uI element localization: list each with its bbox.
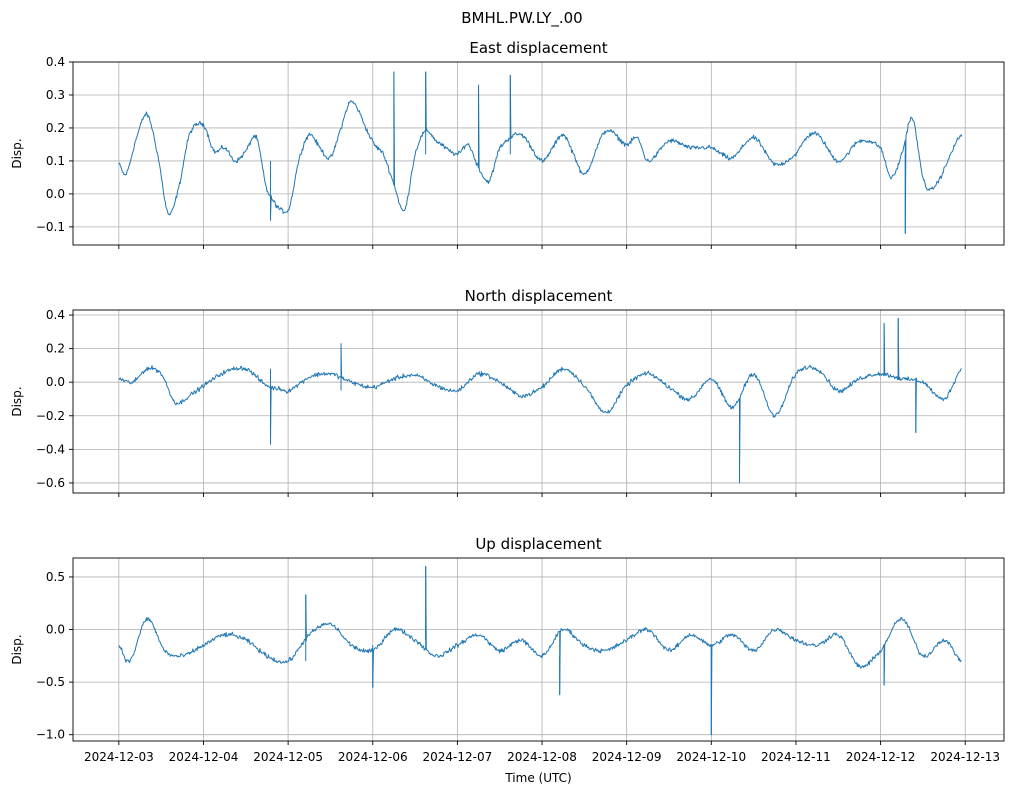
- panel-2: North displacement −0.6 −0.4 −0.2 0.0 0.2 0.4 D…: [10, 287, 1005, 497]
- y-axis-label: Disp.: [10, 138, 24, 168]
- y-tick-label: 0.0: [46, 187, 65, 201]
- y-axis-label: Disp.: [10, 634, 24, 664]
- y-tick-label: 0.2: [46, 342, 65, 356]
- x-tick-label: 2024-12-06: [338, 750, 408, 764]
- x-tick-label: 2024-12-12: [846, 750, 916, 764]
- y-axis-label: Disp.: [10, 386, 24, 416]
- figure-title: BMHL.PW.LY_.00: [461, 9, 582, 28]
- series-line: [118, 317, 962, 484]
- y-tick-label: −0.5: [36, 675, 65, 689]
- x-tick-label: 2024-12-03: [84, 750, 154, 764]
- series-line: [118, 565, 962, 736]
- x-tick-label: 2024-12-04: [169, 750, 239, 764]
- y-tick-label: 0.4: [46, 55, 65, 69]
- x-tick-label: 2024-12-05: [253, 750, 323, 764]
- plot-frame: [72, 557, 1005, 742]
- y-tick-label: 0.2: [46, 121, 65, 135]
- y-tick-label: 0.1: [46, 154, 65, 168]
- y-tick-label: 0.3: [46, 88, 65, 102]
- y-tick-label: −0.4: [36, 442, 65, 456]
- y-tick-label: −0.6: [36, 476, 65, 490]
- x-tick-label: 2024-12-07: [423, 750, 493, 764]
- y-tick-label: −0.1: [36, 220, 65, 234]
- y-tick-label: 0.0: [46, 375, 65, 389]
- y-tick-label: −0.2: [36, 409, 65, 423]
- x-tick-label: 2024-12-13: [930, 750, 1000, 764]
- plot-frame: [72, 309, 1005, 494]
- panel-1: East displacement −0.1 0.0 0.1 0.2 0.3 0.4 Disp…: [10, 39, 1005, 249]
- y-tick-label: 0.5: [46, 570, 65, 584]
- x-tick-label: 2024-12-08: [507, 750, 577, 764]
- x-tick-label: 2024-12-11: [761, 750, 831, 764]
- y-tick-label: −1.0: [36, 728, 65, 742]
- y-tick-label: 0.4: [46, 308, 65, 322]
- x-tick-label: 2024-12-09: [592, 750, 662, 764]
- panel-title: East displacement: [469, 39, 607, 57]
- panel-3: Up displacement −1.0 −0.5 0.0 0.5 2024-12-03 2…: [10, 535, 1005, 785]
- series-line: [118, 71, 963, 234]
- panel-title: Up displacement: [475, 535, 601, 553]
- panels: East displacement −0.1 0.0 0.1 0.2 0.3 0.4 Disp…: [10, 39, 1005, 785]
- y-tick-label: 0.0: [46, 623, 65, 637]
- plot-frame: [72, 61, 1005, 246]
- x-axis-label: Time (UTC): [504, 771, 571, 785]
- panel-title: North displacement: [465, 287, 613, 305]
- x-tick-label: 2024-12-10: [676, 750, 746, 764]
